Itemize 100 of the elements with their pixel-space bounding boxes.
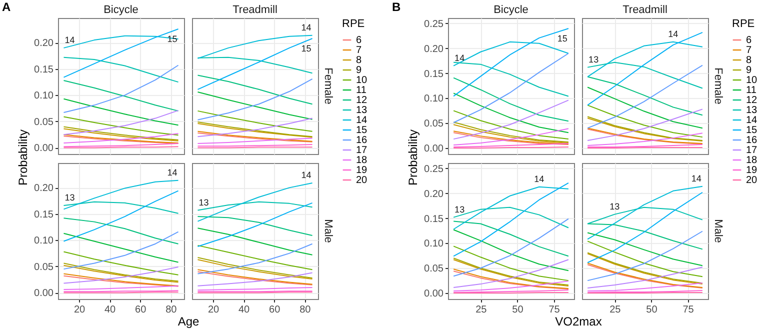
legend-label: 14 xyxy=(746,115,758,126)
x-axis-title: VO2max xyxy=(555,314,602,328)
y-tick-label: 0.05 xyxy=(34,116,54,128)
chart-title: Treadmill xyxy=(622,4,668,16)
annotation: 15 xyxy=(557,33,568,44)
x-tick-label: 40 xyxy=(238,304,250,316)
legend-label: 8 xyxy=(746,55,752,66)
text: Female xyxy=(322,68,334,104)
line-series xyxy=(453,28,569,97)
y-tick-label: 0.00 xyxy=(34,143,54,154)
legend-label: 10 xyxy=(746,75,758,86)
text: A xyxy=(2,0,11,14)
legend-title: RPE xyxy=(342,18,365,30)
annotation: 15 xyxy=(301,43,312,54)
y-tick-label: 0.10 xyxy=(424,238,444,250)
legend-label: 13 xyxy=(746,105,758,116)
x-tick-label: 50 xyxy=(646,304,658,316)
line-series xyxy=(63,80,179,112)
line-series xyxy=(453,100,569,140)
annotation: 13 xyxy=(64,192,75,203)
y-tick-label: 0.10 xyxy=(34,236,54,247)
line-series xyxy=(453,229,569,272)
text: Male xyxy=(322,219,334,243)
line-series xyxy=(63,201,179,214)
line-series xyxy=(63,64,179,114)
y-tick-label: 0.05 xyxy=(424,118,444,130)
annotation: 14 xyxy=(64,34,75,45)
legend-label: 17 xyxy=(746,145,758,156)
annotation: 14 xyxy=(454,52,465,63)
line-series xyxy=(63,110,179,136)
y-tick-label: 0.20 xyxy=(34,38,54,50)
y-tick-label: 0.25 xyxy=(424,164,444,175)
x-tick-label: 20 xyxy=(74,304,86,316)
y-tick-label: 0.00 xyxy=(34,288,54,300)
y-tick-label: 0.20 xyxy=(424,188,444,200)
legend-label: 9 xyxy=(356,65,362,76)
annotation: 14 xyxy=(668,28,678,39)
legend-label: 16 xyxy=(746,135,758,146)
legend-label: 15 xyxy=(356,125,368,136)
y-tick-label: 0.15 xyxy=(34,64,54,76)
text: Female xyxy=(712,68,724,104)
annotation: 13 xyxy=(198,197,209,208)
y-tick-label: 0.20 xyxy=(424,44,444,55)
y-tick-label: 0.10 xyxy=(34,90,54,102)
line-series xyxy=(453,77,569,122)
legend-label: 9 xyxy=(746,65,752,76)
line-series xyxy=(63,28,179,78)
line-series xyxy=(453,52,569,124)
legend-label: 11 xyxy=(356,85,367,96)
legend-label: 19 xyxy=(356,165,368,176)
x-tick-label: 25 xyxy=(476,304,488,316)
legend-label: 17 xyxy=(356,145,368,156)
legend-title: RPE xyxy=(732,18,755,30)
legend-label: 12 xyxy=(356,95,368,106)
line-series xyxy=(63,251,179,276)
x-tick-label: 60 xyxy=(269,304,281,316)
legend-label: 16 xyxy=(356,135,368,146)
text: B xyxy=(392,0,401,14)
line-series xyxy=(453,246,569,282)
line-series xyxy=(453,220,569,257)
line-series xyxy=(63,190,179,242)
annotation: 14 xyxy=(691,173,702,184)
y-tick-label: 0.25 xyxy=(424,18,444,30)
legend-label: 14 xyxy=(356,115,368,126)
annotation: 14 xyxy=(301,170,312,180)
y-tick-label: 0.00 xyxy=(424,144,444,155)
line-series xyxy=(453,206,569,228)
legend-label: 15 xyxy=(746,125,758,136)
legend-label: 7 xyxy=(356,45,362,56)
y-tick-label: 0.15 xyxy=(424,214,444,225)
text: Male xyxy=(712,219,724,243)
line-series xyxy=(63,98,179,126)
line-series xyxy=(63,218,179,244)
line-series xyxy=(453,182,569,257)
x-tick-label: 60 xyxy=(135,304,147,316)
annotation: 14 xyxy=(534,174,544,184)
legend-label: 10 xyxy=(356,75,368,86)
line-series xyxy=(63,116,179,136)
y-tick-label: 0.05 xyxy=(34,262,54,273)
legend-label: 6 xyxy=(356,35,362,46)
legend-label: 6 xyxy=(746,35,752,46)
legend-label: 18 xyxy=(356,155,368,166)
x-tick-label: 75 xyxy=(548,304,560,316)
line-series xyxy=(453,62,569,97)
line-series xyxy=(453,92,569,134)
line-series xyxy=(63,231,179,270)
x-tick-label: 80 xyxy=(300,304,312,316)
line-series xyxy=(63,35,179,48)
x-tick-label: 50 xyxy=(512,304,524,316)
chart-title: Treadmill xyxy=(232,4,278,16)
annotation: 13 xyxy=(588,54,599,64)
line-series xyxy=(453,186,569,230)
y-tick-label: 0.00 xyxy=(424,288,444,300)
x-tick-label: 40 xyxy=(104,304,116,316)
chart-title: Bicycle xyxy=(104,4,138,16)
annotation: 13 xyxy=(454,204,465,214)
annotation: 14 xyxy=(167,167,178,178)
legend-label: 19 xyxy=(746,165,758,176)
x-axis-title: Age xyxy=(178,314,200,328)
legend-label: 13 xyxy=(356,105,368,116)
